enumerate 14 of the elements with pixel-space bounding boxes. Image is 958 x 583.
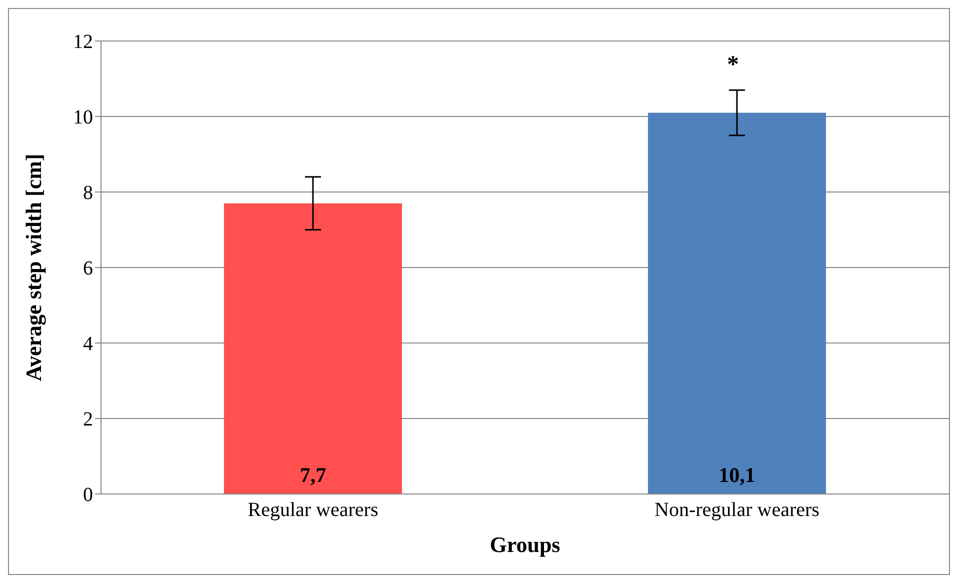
- data-label: 7,7: [300, 463, 326, 487]
- y-tick-label: 6: [83, 258, 93, 280]
- x-tick-label: Non-regular wearers: [654, 499, 820, 522]
- y-tick-label: 8: [83, 182, 93, 204]
- y-tick-label: 0: [83, 484, 93, 506]
- annotation: *: [726, 52, 740, 78]
- y-tick-label: 10: [73, 106, 93, 129]
- x-tick-label: Regular wearers: [248, 499, 378, 522]
- y-tick-label: 12: [73, 31, 93, 54]
- y-tick-label: 2: [83, 408, 93, 431]
- x-axis-title: Groups: [490, 532, 561, 557]
- y-tick-label: 4: [83, 333, 93, 356]
- y-axis-title: Average step width [cm]: [20, 154, 46, 382]
- data-label: 10,1: [718, 463, 756, 487]
